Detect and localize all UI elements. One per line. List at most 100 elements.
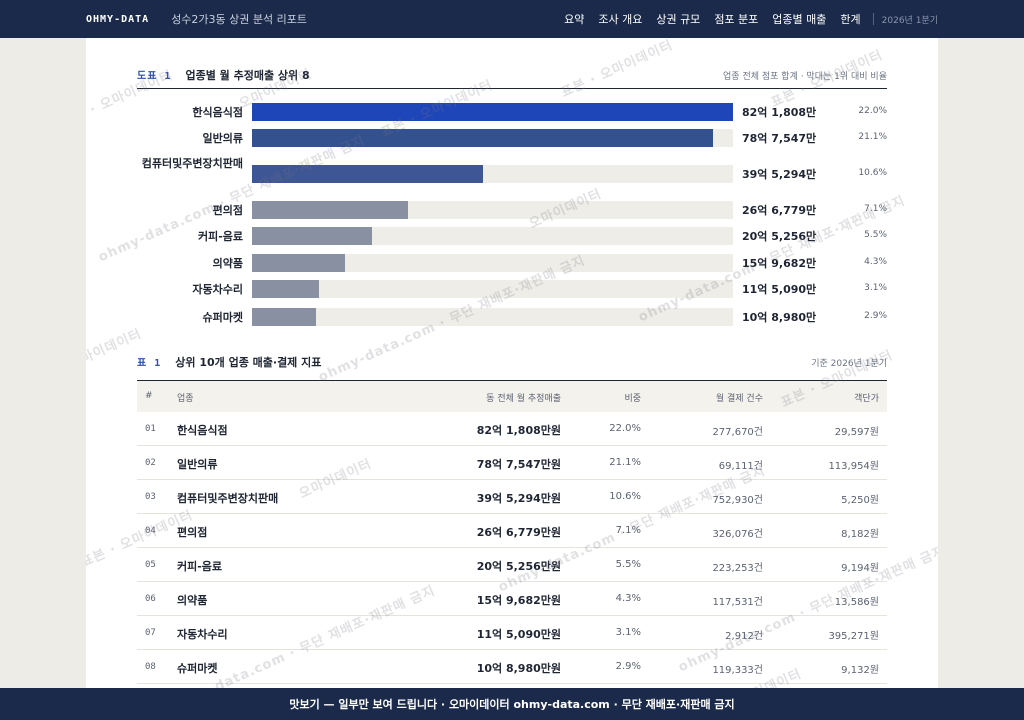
table-header: 표 1 상위 10개 업종 매출·결제 지표 기준 2026년 1분기 [137, 354, 887, 370]
bar-track [252, 308, 733, 326]
monthly-sales-cell: 26억 6,779만원 [476, 526, 561, 539]
bar [252, 201, 408, 219]
rank-cell: 03 [145, 492, 156, 502]
col-header-rank: # [145, 391, 153, 401]
share-cell: 22.0% [609, 423, 641, 434]
brand-logo[interactable]: OHMY-DATA [86, 13, 150, 25]
bar-share-label: 10.6% [858, 168, 887, 178]
bar-share-label: 2.9% [864, 311, 887, 321]
bar-category-label: 컴퓨터및주변장치판매 [141, 157, 243, 170]
bar-category-label: 편의점 [212, 204, 243, 217]
table-row: 08 슈퍼마켓 10억 8,980만원 2.9% 119,333건 9,132원 [137, 650, 887, 684]
monthly-sales-cell: 15억 9,682만원 [476, 594, 561, 607]
nav-item-limitations[interactable]: 한계 [840, 13, 861, 26]
nav-item-summary[interactable]: 요약 [564, 13, 585, 26]
bar [252, 254, 345, 272]
payment-count-cell: 752,930건 [712, 495, 763, 506]
bar [252, 227, 372, 245]
top-navigation-bar: OHMY-DATA 성수2가3동 상권 분석 리포트 요약 조사 개요 상권 규… [0, 0, 1024, 38]
payment-count-cell: 2,912건 [725, 631, 763, 642]
report-sheet: 도표 1 업종별 월 추정매출 상위 8 업종 전체 점포 합계 · 막대는 1… [86, 38, 938, 720]
report-title: 성수2가3동 상권 분석 리포트 [171, 13, 307, 26]
bar-value-label: 10억 8,980만 [742, 311, 817, 324]
payment-count-cell: 326,076건 [712, 529, 763, 540]
payment-count-cell: 223,253건 [712, 563, 763, 574]
monthly-sales-cell: 20억 5,256만원 [476, 560, 561, 573]
sales-bar-chart: 한식음식점 82억 1,808만 22.0% 일반의류 78억 7,547만 21.1% 컴… [137, 98, 887, 330]
bar-share-label: 21.1% [858, 132, 887, 142]
share-cell: 5.5% [615, 559, 641, 570]
bar-track [252, 103, 733, 121]
rank-cell: 08 [145, 662, 156, 672]
nav-item-store-distribution[interactable]: 점포 분포 [714, 13, 759, 26]
avg-ticket-cell: 113,954원 [828, 461, 879, 472]
payment-count-cell: 69,111건 [718, 461, 763, 472]
bar-track [252, 201, 733, 219]
industry-cell: 일반의류 [177, 458, 218, 471]
table-head: # 업종 동 전체 월 추정매출 비중 월 결제 건수 객단가 [137, 380, 887, 412]
table-note: 기준 2026년 1분기 [811, 359, 887, 369]
share-cell: 7.1% [615, 525, 641, 536]
col-header-avg-ticket: 객단가 [854, 394, 879, 404]
bar-value-label: 20억 5,256만 [742, 230, 817, 243]
figure-header: 도표 1 업종별 월 추정매출 상위 8 업종 전체 점포 합계 · 막대는 1… [137, 67, 887, 83]
rank-cell: 04 [145, 526, 156, 536]
bar-value-label: 39억 5,294만 [742, 168, 817, 181]
payment-count-cell: 119,333건 [712, 665, 763, 676]
bar-track [252, 129, 733, 147]
bar-value-label: 11억 5,090만 [742, 283, 817, 296]
monthly-sales-cell: 82억 1,808만원 [476, 424, 561, 437]
bar-category-label: 일반의류 [202, 132, 243, 145]
bar-share-label: 7.1% [864, 204, 887, 214]
table-row: 03 컴퓨터및주변장치판매 39억 5,294만원 10.6% 752,930건 5,25… [137, 480, 887, 514]
nav-item-market-size[interactable]: 상권 규모 [656, 13, 701, 26]
bar-value-label: 26억 6,779만 [742, 204, 817, 217]
avg-ticket-cell: 13,586원 [834, 597, 879, 608]
watermark: 오마이데이터 [86, 326, 145, 372]
section-nav: 요약 조사 개요 상권 규모 점포 분포 업종별 매출 한계 2026년 1분기 [550, 11, 938, 27]
share-cell: 2.9% [615, 661, 641, 672]
avg-ticket-cell: 9,132원 [841, 665, 879, 676]
bar-category-label: 슈퍼마켓 [202, 311, 243, 324]
bar [252, 129, 713, 147]
share-cell: 3.1% [615, 627, 641, 638]
table-row: 01 한식음식점 82억 1,808만원 22.0% 277,670건 29,597원 [137, 412, 887, 446]
bar-share-label: 5.5% [864, 230, 887, 240]
monthly-sales-cell: 78억 7,547만원 [476, 458, 561, 471]
bar-track [252, 165, 733, 183]
industry-cell: 자동차수리 [177, 628, 228, 641]
avg-ticket-cell: 9,194원 [841, 563, 879, 574]
bar-value-label: 82억 1,808만 [742, 106, 817, 119]
industry-cell: 편의점 [177, 526, 208, 539]
col-header-share: 비중 [624, 394, 641, 404]
monthly-sales-cell: 39억 5,294만원 [476, 492, 561, 505]
avg-ticket-cell: 29,597원 [834, 427, 879, 438]
nav-item-survey-overview[interactable]: 조사 개요 [598, 13, 643, 26]
monthly-sales-cell: 11억 5,090만원 [476, 628, 561, 641]
nav-divider [872, 13, 874, 25]
share-cell: 21.1% [609, 457, 641, 468]
industry-cell: 슈퍼마켓 [177, 662, 218, 675]
nav-item-sales-by-industry[interactable]: 업종별 매출 [772, 13, 827, 26]
industry-cell: 한식음식점 [177, 424, 228, 437]
avg-ticket-cell: 5,250원 [841, 495, 879, 506]
figure-rule [137, 88, 887, 89]
bar [252, 103, 733, 121]
industry-cell: 커피-음료 [177, 560, 223, 573]
rank-cell: 07 [145, 628, 156, 638]
payment-count-cell: 277,670건 [712, 427, 763, 438]
rank-cell: 05 [145, 560, 156, 570]
monthly-sales-cell: 10억 8,980만원 [476, 662, 561, 675]
bar-share-label: 4.3% [864, 257, 887, 267]
table-row: 07 자동차수리 11억 5,090만원 3.1% 2,912건 395,271원 [137, 616, 887, 650]
bar [252, 280, 319, 298]
bar-track [252, 254, 733, 272]
rank-cell: 01 [145, 424, 156, 434]
bar-value-label: 15억 9,682만 [742, 257, 817, 270]
bar-category-label: 의약품 [212, 257, 243, 270]
col-header-payment-count: 월 결제 건수 [715, 394, 763, 404]
bar-track [252, 227, 733, 245]
table-row: 04 편의점 26억 6,779만원 7.1% 326,076건 8,182원 [137, 514, 887, 548]
table-row: 05 커피-음료 20억 5,256만원 5.5% 223,253건 9,194원 [137, 548, 887, 582]
avg-ticket-cell: 395,271원 [828, 631, 879, 642]
